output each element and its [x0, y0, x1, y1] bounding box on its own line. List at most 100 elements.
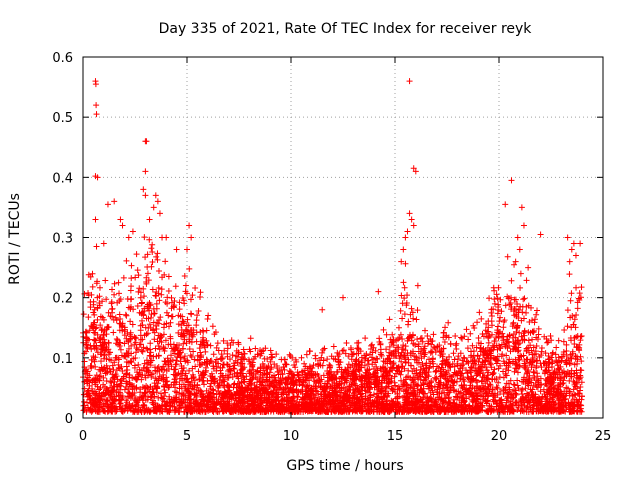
data-point [147, 302, 154, 309]
data-point [168, 345, 175, 352]
data-point [442, 371, 449, 378]
data-point [329, 374, 336, 381]
data-point [193, 317, 200, 324]
data-point [162, 358, 169, 365]
data-point [167, 333, 174, 340]
data-point [507, 401, 514, 408]
data-point [439, 360, 446, 367]
data-point [410, 365, 417, 372]
data-point [441, 338, 448, 345]
data-point [378, 352, 385, 359]
data-point [578, 358, 585, 365]
data-point [308, 387, 315, 394]
data-point [110, 329, 117, 336]
data-point [182, 282, 189, 289]
data-point [441, 395, 448, 402]
data-point [534, 307, 541, 314]
data-point [328, 404, 335, 411]
data-point [423, 360, 430, 367]
data-point [517, 396, 524, 403]
data-point [447, 340, 454, 347]
data-point [184, 375, 191, 382]
data-point [117, 386, 124, 393]
data-point [382, 384, 389, 391]
data-point [134, 303, 141, 310]
data-point [107, 368, 114, 375]
data-point [92, 363, 99, 370]
data-point [533, 364, 540, 371]
data-point [537, 388, 544, 395]
data-point [464, 370, 471, 377]
data-point [175, 312, 182, 319]
data-point [263, 376, 270, 383]
data-point [527, 386, 534, 393]
data-point [188, 353, 195, 360]
data-point [115, 392, 122, 399]
data-point [498, 396, 505, 403]
data-point [122, 311, 129, 318]
data-point [474, 319, 481, 326]
data-point [224, 340, 231, 347]
data-point [495, 365, 502, 372]
data-point [545, 374, 552, 381]
data-point [490, 407, 497, 414]
data-point [494, 323, 501, 330]
data-point [413, 354, 420, 361]
data-point [217, 355, 224, 362]
data-point [403, 302, 410, 309]
data-point [86, 392, 93, 399]
data-point [409, 332, 416, 339]
data-point [238, 366, 245, 373]
data-point [365, 357, 372, 364]
data-point [469, 375, 476, 382]
data-point [367, 346, 374, 353]
data-point [511, 261, 518, 268]
data-point [522, 362, 529, 369]
data-point [441, 357, 448, 364]
data-point [576, 396, 583, 403]
data-point [322, 394, 329, 401]
data-point [509, 360, 516, 367]
data-point [173, 398, 180, 405]
data-point [328, 375, 335, 382]
data-point [485, 324, 492, 331]
data-point [124, 380, 131, 387]
data-point [187, 296, 194, 303]
data-point [281, 408, 288, 415]
data-point [507, 377, 514, 384]
data-point [475, 358, 482, 365]
data-point [123, 359, 130, 366]
data-point [82, 334, 89, 341]
data-point [403, 381, 410, 388]
data-point [158, 394, 165, 401]
data-point [251, 399, 258, 406]
data-point [336, 378, 343, 385]
data-point [198, 352, 205, 359]
data-point [569, 312, 576, 319]
data-point [517, 303, 524, 310]
data-point [353, 356, 360, 363]
data-point [221, 378, 228, 385]
data-point [154, 403, 161, 410]
data-point [385, 379, 392, 386]
data-point [240, 366, 247, 373]
data-point [414, 307, 421, 314]
data-point [362, 405, 369, 412]
data-point [111, 280, 118, 287]
data-point [391, 373, 398, 380]
data-point [97, 384, 104, 391]
data-point [247, 381, 254, 388]
data-point [372, 381, 379, 388]
data-point [500, 318, 507, 325]
data-point [512, 391, 519, 398]
data-point [464, 387, 471, 394]
data-point [525, 344, 532, 351]
data-point [238, 351, 245, 358]
data-point [484, 408, 491, 415]
data-point [103, 377, 110, 384]
data-point [363, 374, 370, 381]
data-point [519, 378, 526, 385]
data-point [492, 356, 499, 363]
data-point [491, 390, 498, 397]
data-point [355, 339, 362, 346]
